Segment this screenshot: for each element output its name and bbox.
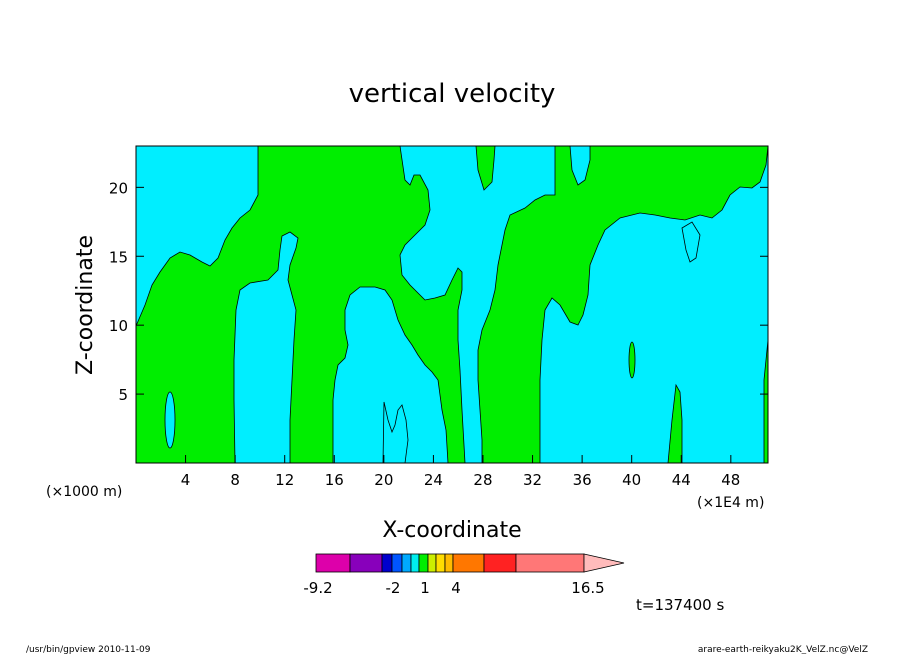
x-tick-label: 32 — [523, 471, 542, 489]
y-tick-label: 10 — [109, 317, 128, 335]
colorbar-swatch — [515, 553, 585, 573]
x-tick-label: 12 — [275, 471, 294, 489]
colorbar-label: -9.2 — [303, 579, 332, 597]
y-axis-label: Z-coordinate — [73, 235, 98, 375]
colorbar-label: 1 — [420, 579, 430, 597]
colorbar-arrow — [583, 553, 625, 573]
x-tick-label: 8 — [230, 471, 240, 489]
chart-title: vertical velocity — [349, 79, 556, 109]
x-tick-label: 20 — [374, 471, 393, 489]
colorbar-swatch — [435, 553, 446, 573]
colorbar — [315, 553, 625, 573]
x-axis: 4 8 12 16 20 24 28 32 36 40 44 48 — [181, 455, 740, 489]
colorbar-swatch — [410, 553, 420, 573]
time-label: t=137400 s — [636, 596, 724, 614]
x-tick-label: 48 — [721, 471, 740, 489]
x-unit-left: (×1000 m) — [46, 484, 122, 500]
contour-hole — [681, 221, 701, 263]
colorbar-swatch — [418, 553, 429, 573]
x-tick-label: 16 — [325, 471, 344, 489]
colorbar-swatch — [444, 553, 454, 573]
x-tick-label: 4 — [181, 471, 191, 489]
y-tick-label: 5 — [118, 386, 128, 404]
y-axis: 5 10 15 20 — [109, 179, 768, 404]
colorbar-swatch — [349, 553, 383, 573]
colorbar-swatch — [483, 553, 517, 573]
x-tick-label: 36 — [573, 471, 592, 489]
contour-region — [628, 341, 636, 379]
x-tick-label: 24 — [424, 471, 443, 489]
x-tick-label: 40 — [622, 471, 641, 489]
footer-right: arare-earth-reikyaku2K_VelZ.nc@VelZ — [698, 645, 868, 654]
contour-hole — [164, 391, 176, 449]
contour-region — [135, 145, 466, 464]
colorbar-swatch — [427, 553, 437, 573]
x-tick-label: 28 — [473, 471, 492, 489]
contour-region — [475, 145, 769, 464]
contour-region — [382, 401, 409, 464]
y-tick-label: 15 — [109, 248, 128, 266]
footer-left: /usr/bin/gpview 2010-11-09 — [26, 645, 151, 654]
x-axis-label: X-coordinate — [382, 518, 521, 543]
colorbar-swatch — [381, 553, 393, 573]
colorbar-swatch — [391, 553, 403, 573]
colorbar-swatch — [315, 553, 351, 573]
colorbar-swatch — [452, 553, 485, 573]
colorbar-label: 16.5 — [571, 579, 604, 597]
x-unit-right: (×1E4 m) — [697, 495, 764, 511]
colorbar-label: -2 — [386, 579, 401, 597]
colorbar-label: 4 — [451, 579, 461, 597]
x-tick-label: 44 — [672, 471, 691, 489]
colorbar-labels: -9.2 -2 1 4 16.5 — [303, 579, 604, 597]
y-tick-label: 20 — [109, 179, 128, 197]
colorbar-swatch — [401, 553, 412, 573]
plot-frame — [135, 145, 769, 464]
